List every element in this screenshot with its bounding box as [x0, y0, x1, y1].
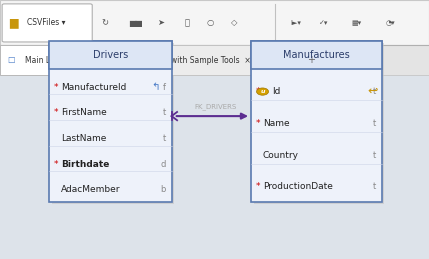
- Text: *: *: [255, 87, 260, 96]
- Text: Drivers: Drivers: [93, 50, 128, 60]
- Text: d: d: [160, 160, 166, 169]
- Text: b: b: [160, 185, 166, 194]
- Circle shape: [300, 54, 323, 67]
- Text: FK_DRIVERS: FK_DRIVERS: [194, 103, 237, 110]
- Text: ◔▾: ◔▾: [386, 20, 395, 26]
- Text: Name: Name: [263, 119, 290, 128]
- Text: t: t: [163, 134, 166, 143]
- Text: ManufactureId: ManufactureId: [61, 83, 127, 92]
- Text: AdacMember: AdacMember: [61, 185, 121, 194]
- Text: Main Layout: Main Layout: [25, 56, 72, 65]
- FancyBboxPatch shape: [113, 45, 291, 75]
- Text: ➤: ➤: [157, 18, 164, 27]
- Text: ~Layout with Sample Tools  ×: ~Layout with Sample Tools ×: [136, 56, 251, 65]
- Text: +: +: [308, 55, 315, 65]
- Text: ◇: ◇: [230, 18, 237, 27]
- Text: Manufactures: Manufactures: [283, 50, 350, 60]
- Text: *: *: [54, 83, 58, 92]
- Text: t: t: [373, 87, 376, 96]
- Text: Id: Id: [272, 87, 281, 96]
- FancyBboxPatch shape: [0, 45, 109, 75]
- Text: *: *: [255, 119, 260, 128]
- FancyBboxPatch shape: [254, 43, 384, 204]
- Text: ▇: ▇: [9, 18, 18, 28]
- FancyBboxPatch shape: [52, 43, 174, 204]
- Text: FirstName: FirstName: [61, 108, 107, 117]
- Text: ⧉: ⧉: [184, 18, 189, 27]
- FancyBboxPatch shape: [251, 41, 382, 69]
- Text: Country: Country: [263, 150, 299, 160]
- Text: ✓▾: ✓▾: [319, 20, 329, 26]
- Text: ↩: ↩: [367, 85, 378, 98]
- Text: LastName: LastName: [61, 134, 107, 143]
- Text: I►▾: I►▾: [290, 20, 302, 26]
- Text: ProductionDate: ProductionDate: [263, 182, 333, 191]
- FancyBboxPatch shape: [251, 41, 382, 202]
- Text: t: t: [163, 108, 166, 117]
- Text: u: u: [260, 89, 265, 94]
- Text: t: t: [373, 182, 376, 191]
- FancyBboxPatch shape: [0, 0, 429, 45]
- Text: ↻: ↻: [102, 18, 109, 27]
- Text: ↰: ↰: [151, 82, 160, 92]
- Text: t: t: [373, 150, 376, 160]
- Circle shape: [257, 88, 269, 95]
- FancyBboxPatch shape: [2, 4, 92, 42]
- Text: f: f: [163, 83, 166, 92]
- FancyBboxPatch shape: [49, 41, 172, 202]
- Text: ▦▾: ▦▾: [351, 20, 361, 26]
- Text: t: t: [373, 119, 376, 128]
- Text: Birthdate: Birthdate: [61, 160, 110, 169]
- FancyBboxPatch shape: [0, 45, 429, 75]
- FancyBboxPatch shape: [49, 41, 172, 69]
- Text: ▆▆: ▆▆: [129, 18, 142, 27]
- Text: *: *: [54, 160, 58, 169]
- Text: *: *: [255, 182, 260, 191]
- Text: CSVFiles ▾: CSVFiles ▾: [27, 18, 65, 27]
- Text: ☐: ☐: [8, 56, 15, 65]
- Text: ○: ○: [207, 18, 214, 27]
- Text: ☐: ☐: [119, 56, 127, 65]
- Text: *: *: [54, 108, 58, 117]
